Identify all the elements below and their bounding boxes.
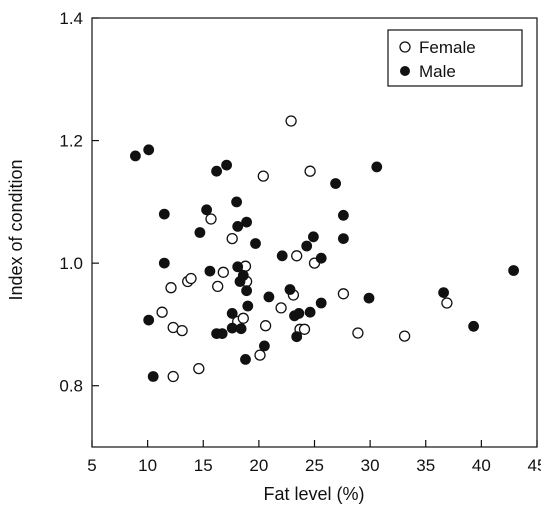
point-male — [330, 178, 342, 189]
point-female — [205, 213, 217, 225]
x-tick-label: 45 — [528, 456, 541, 475]
point-male — [250, 238, 261, 249]
point-male — [284, 284, 296, 295]
point-male — [237, 269, 249, 281]
point-male — [241, 216, 253, 228]
point-female — [165, 282, 177, 294]
y-tick-label: 1.2 — [59, 132, 83, 151]
point-female — [226, 232, 238, 245]
legend-marker-female — [399, 41, 411, 53]
x-tick-label: 10 — [138, 456, 157, 475]
point-male — [194, 227, 206, 238]
point-male — [158, 257, 170, 269]
point-female — [237, 312, 249, 324]
x-tick-label: 40 — [472, 456, 491, 475]
data-points — [129, 115, 519, 383]
point-male — [301, 240, 313, 252]
point-female — [441, 297, 453, 309]
point-female — [193, 362, 205, 375]
point-male — [371, 161, 383, 173]
point-male — [226, 322, 238, 334]
point-male — [204, 265, 216, 277]
point-female — [254, 349, 266, 361]
legend-marker-male — [400, 66, 410, 76]
point-male — [221, 159, 233, 171]
point-male — [232, 261, 244, 273]
legend-label-female: Female — [419, 38, 476, 57]
point-male — [216, 328, 228, 340]
point-male — [242, 300, 254, 312]
point-male — [147, 371, 159, 382]
plot-area: 5 10 15 20 25 30 35 40 45 0.8 1.0 1.2 1.4 — [59, 9, 541, 475]
point-male — [307, 231, 319, 243]
y-axis-title: Index of condition — [6, 159, 26, 300]
point-female — [167, 370, 179, 383]
point-male — [315, 297, 327, 309]
x-tick-label: 5 — [87, 456, 96, 475]
point-male — [143, 314, 155, 326]
point-male — [468, 320, 480, 332]
point-female — [176, 324, 188, 337]
legend-box — [387, 29, 523, 87]
y-tick-label: 0.8 — [59, 377, 83, 396]
point-female — [298, 323, 311, 335]
point-female — [257, 170, 269, 182]
point-male — [240, 353, 251, 365]
x-axis-title: Fat level (%) — [263, 484, 364, 504]
point-male — [235, 323, 247, 335]
point-female — [285, 115, 297, 127]
point-male — [129, 150, 141, 162]
point-female — [275, 302, 287, 314]
point-male — [143, 144, 155, 156]
point-female — [212, 280, 224, 293]
y-tick-label: 1.0 — [59, 254, 83, 273]
point-male — [276, 250, 288, 262]
point-male — [315, 252, 327, 264]
point-female — [304, 165, 316, 177]
point-male — [363, 292, 375, 304]
point-male — [241, 285, 253, 297]
point-male — [232, 220, 244, 232]
point-male — [211, 165, 223, 177]
point-male — [263, 291, 275, 303]
point-male — [304, 306, 316, 318]
point-male — [337, 233, 349, 245]
point-male — [226, 307, 238, 319]
point-male — [291, 331, 303, 343]
point-female — [259, 320, 272, 332]
point-male — [258, 340, 270, 352]
x-tick-label: 20 — [249, 456, 268, 475]
y-tick-label: 1.4 — [59, 9, 83, 28]
x-tick-label: 30 — [361, 456, 380, 475]
point-female — [217, 266, 229, 278]
point-male — [438, 287, 450, 299]
x-tick-label: 35 — [416, 456, 435, 475]
x-tick-label: 15 — [194, 456, 213, 475]
point-male — [231, 196, 243, 208]
point-female — [185, 272, 197, 285]
point-male — [293, 307, 305, 319]
point-male — [337, 209, 349, 221]
point-male — [158, 208, 170, 220]
legend-label-male: Male — [419, 62, 456, 81]
legend: Female Male — [387, 29, 523, 87]
point-female — [398, 330, 411, 342]
point-male — [508, 265, 519, 276]
point-female — [337, 288, 350, 300]
x-tick-label: 25 — [305, 456, 324, 475]
point-female — [352, 327, 364, 339]
point-female — [291, 250, 303, 262]
point-female — [156, 306, 168, 318]
point-male — [201, 204, 213, 216]
